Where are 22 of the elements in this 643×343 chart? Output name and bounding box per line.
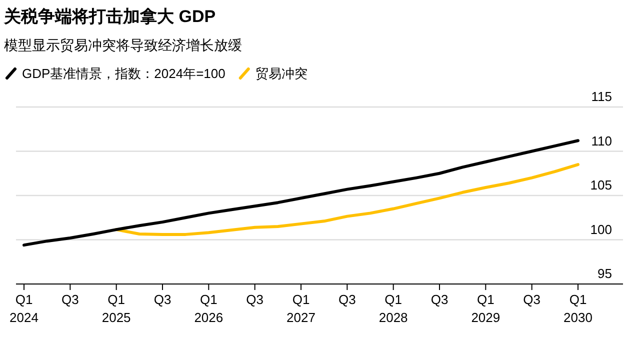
x-tick-label: Q3 — [523, 292, 541, 307]
y-tick-label: 110 — [591, 133, 612, 148]
x-tick-label: Q3 — [154, 292, 172, 307]
x-tick-label: Q1 2030 — [564, 292, 592, 325]
y-tick-label: 115 — [591, 89, 612, 104]
legend-label: GDP基准情景，指数：2024年=100 — [22, 66, 226, 81]
y-tick-label: 100 — [590, 222, 612, 237]
x-tick-label: Q3 — [246, 292, 264, 307]
x-tick-label: Q1 2026 — [194, 292, 224, 325]
y-tick-label: 105 — [590, 178, 612, 192]
x-tick-label: Q1 2025 — [102, 292, 131, 325]
x-tick-label: Q3 — [430, 292, 448, 307]
x-tick-label: Q1 2029 — [471, 292, 500, 325]
x-tick-label: Q3 — [338, 292, 356, 307]
x-tick-label: Q1 2028 — [378, 292, 408, 325]
y-tick-label: 95 — [598, 266, 612, 281]
x-tick-label: Q1 2027 — [286, 292, 316, 325]
chart-subtitle: 模型显示贸易冲突将导致经济增长放缓 — [4, 37, 242, 53]
chart-title: 关税争端将打击加拿大 GDP — [3, 7, 216, 26]
x-tick-label: Q1 2024 — [10, 292, 38, 325]
x-tick-label: Q3 — [61, 292, 79, 307]
legend-label: 贸易冲突 — [255, 66, 308, 81]
